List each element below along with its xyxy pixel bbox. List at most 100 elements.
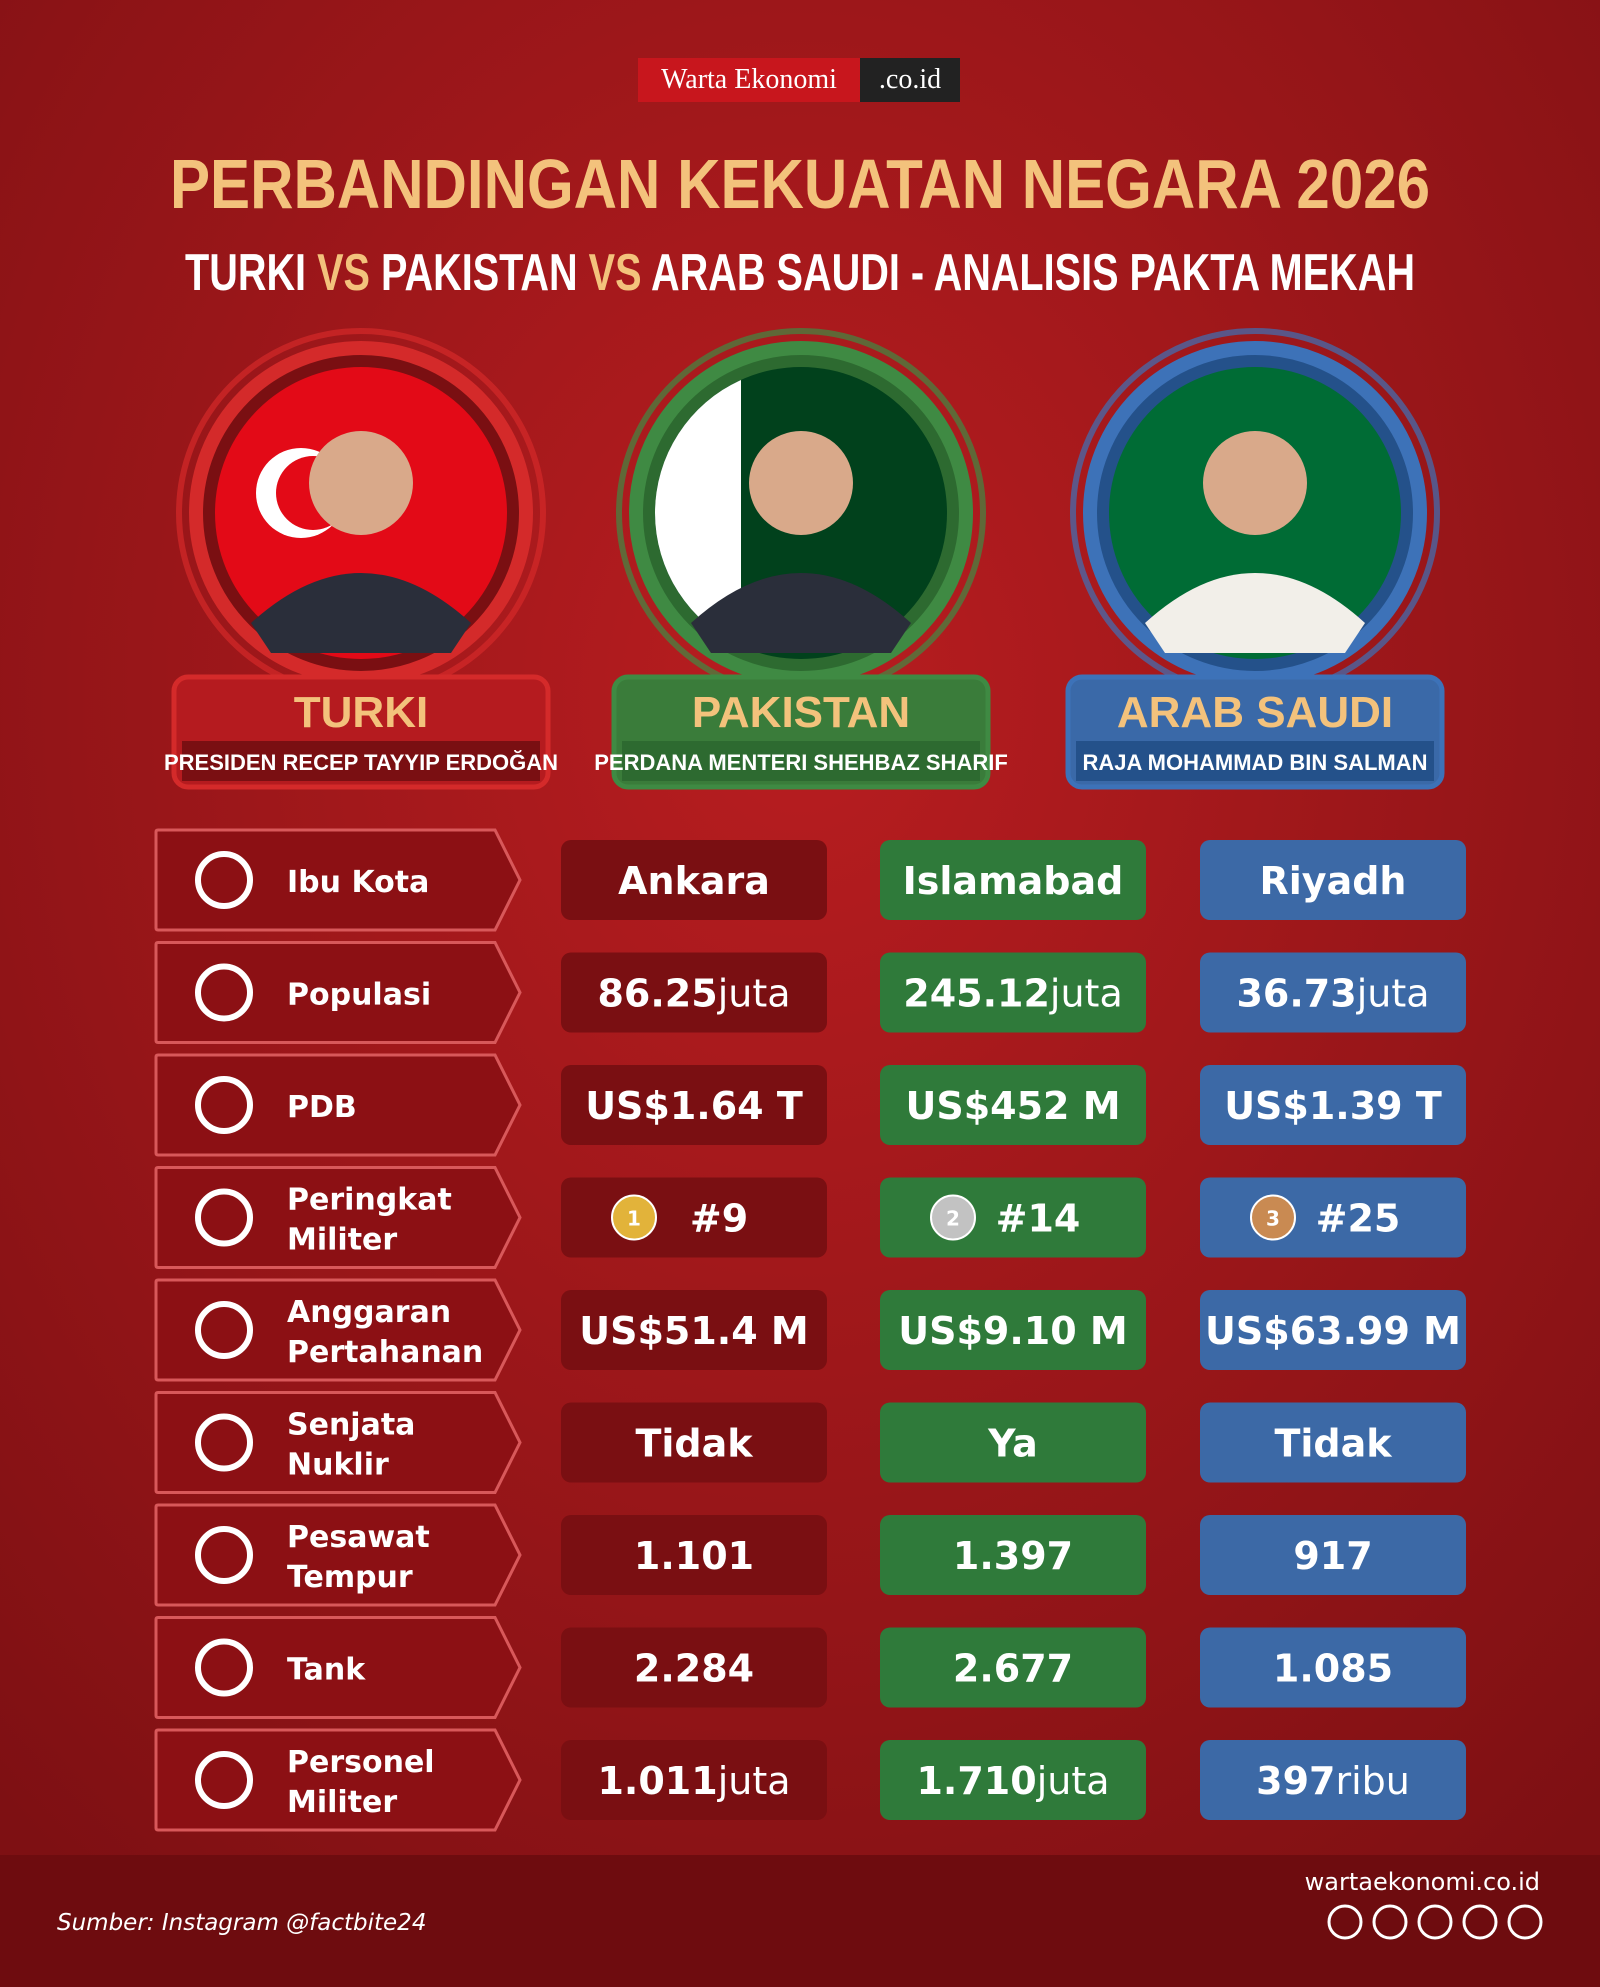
value-main: Islamabad xyxy=(903,859,1124,903)
medal-number: 3 xyxy=(1266,1207,1280,1231)
row-label: Pertahanan xyxy=(287,1335,483,1370)
row-label-box xyxy=(154,1166,522,1269)
value-main: 397 xyxy=(1256,1759,1335,1803)
value-main: 1.085 xyxy=(1273,1647,1393,1691)
value-unit: juta xyxy=(1356,972,1430,1016)
value-unit: juta xyxy=(717,972,791,1016)
subtitle-part: ARAB SAUDI - ANALISIS PAKTA MEKAH xyxy=(642,244,1415,302)
value-main: US$9.10 M xyxy=(898,1309,1127,1353)
value-cell xyxy=(561,840,827,920)
name-plate-lower xyxy=(182,741,540,781)
row-label: Senjata xyxy=(287,1408,415,1443)
row-label-box xyxy=(154,1278,522,1382)
website: wartaekonomi.co.id xyxy=(1305,1868,1540,1896)
value-text: 1.101 xyxy=(634,1534,754,1578)
value-main: #14 xyxy=(996,1197,1081,1241)
country-name: ARAB SAUDI xyxy=(1117,688,1393,737)
value-text: 1.011juta xyxy=(597,1759,790,1803)
value-cell xyxy=(561,1740,827,1820)
row-label-box xyxy=(154,941,522,1044)
medal-number: 1 xyxy=(627,1207,641,1231)
content: TURKI PRESIDEN RECEP TAYYIP ERDOĞAN PAKIST… xyxy=(154,328,1466,1832)
row-icon xyxy=(195,1413,253,1472)
row-icon xyxy=(195,1526,253,1584)
portrait-head xyxy=(749,431,853,535)
value-main: #25 xyxy=(1316,1197,1401,1241)
value-text: Islamabad xyxy=(903,859,1124,903)
subtitle: TURKI VS PAKISTAN VS ARAB SAUDI - ANALIS… xyxy=(185,244,1415,302)
value-main: Tidak xyxy=(635,1422,753,1466)
value-cell xyxy=(880,1740,1146,1820)
value-cell xyxy=(1200,1402,1466,1483)
row-label-box xyxy=(154,1616,522,1719)
value-unit: juta xyxy=(1049,972,1123,1016)
tiktok-icon xyxy=(1462,1904,1498,1940)
value-cell xyxy=(561,952,827,1033)
value-text: 917 xyxy=(1293,1534,1372,1578)
value-cell xyxy=(1200,1740,1466,1820)
value-main: 917 xyxy=(1293,1534,1372,1578)
value-main: US$51.4 M xyxy=(579,1309,808,1353)
leader-name: PERDANA MENTERI SHEHBAZ SHARIF xyxy=(594,750,1008,775)
medal xyxy=(611,1194,657,1241)
value-main: 245.12 xyxy=(903,972,1050,1016)
row-label: Personel xyxy=(287,1745,435,1780)
value-text: 36.73juta xyxy=(1236,972,1429,1016)
value-text: 86.25juta xyxy=(597,972,790,1016)
subtitle-part: VS xyxy=(317,244,370,302)
value-text: #25 xyxy=(1316,1197,1401,1241)
value-cell xyxy=(880,1402,1146,1483)
value-cell xyxy=(1200,1290,1466,1370)
value-main: Tidak xyxy=(1274,1422,1392,1466)
value-cell xyxy=(880,1627,1146,1708)
value-main: 86.25 xyxy=(597,972,717,1016)
row-label: Militer xyxy=(287,1785,397,1820)
subtitle-part: PAKISTAN xyxy=(370,244,589,302)
row-label: PDB xyxy=(287,1090,357,1125)
row-icon xyxy=(195,851,253,909)
value-text: US$9.10 M xyxy=(898,1309,1127,1353)
value-cell xyxy=(1200,1065,1466,1145)
value-text: US$452 M xyxy=(905,1084,1120,1128)
portrait-head xyxy=(1203,431,1307,535)
value-cell xyxy=(880,1065,1146,1145)
logo-left: Warta Ekonomi xyxy=(661,64,837,95)
row-icon xyxy=(195,1638,253,1697)
value-main: 36.73 xyxy=(1236,972,1356,1016)
row-label: Tank xyxy=(287,1653,366,1688)
youtube-icon xyxy=(1417,1904,1453,1940)
logo-left-box xyxy=(638,58,860,102)
footer-band xyxy=(0,1855,1600,1987)
logo-right-box xyxy=(860,58,960,102)
value-main: US$452 M xyxy=(905,1084,1120,1128)
value-cell xyxy=(1200,1627,1466,1708)
row-icon xyxy=(195,1301,253,1359)
value-text: US$1.64 T xyxy=(585,1084,803,1128)
value-unit: juta xyxy=(717,1759,791,1803)
value-cell xyxy=(1200,840,1466,920)
row-icon xyxy=(195,1751,253,1809)
leader-name: RAJA MOHAMMAD BIN SALMAN xyxy=(1082,750,1427,775)
value-main: 2.284 xyxy=(634,1647,754,1691)
value-main: 1.011 xyxy=(597,1759,717,1803)
name-plate-lower xyxy=(622,741,980,781)
subtitle-part: TURKI xyxy=(185,244,317,302)
row-label: Tempur xyxy=(287,1560,413,1595)
value-main: US$1.64 T xyxy=(585,1084,803,1128)
value-cell xyxy=(561,1627,827,1708)
medal-number: 2 xyxy=(946,1207,960,1231)
flag-white-band xyxy=(655,380,741,646)
value-cell xyxy=(561,1402,827,1483)
row-icon xyxy=(195,1076,253,1134)
value-cell xyxy=(880,952,1146,1033)
row-icon xyxy=(195,963,253,1022)
title: PERBANDINGAN KEKUATAN NEGARA 2026 xyxy=(170,145,1430,223)
value-text: #9 xyxy=(690,1197,748,1241)
value-text: US$51.4 M xyxy=(579,1309,808,1353)
row-label: Anggaran xyxy=(287,1295,451,1330)
value-text: Ya xyxy=(987,1422,1038,1466)
subtitle-part: VS xyxy=(589,244,642,302)
row-label: Ibu Kota xyxy=(287,865,429,900)
leader-name: PRESIDEN RECEP TAYYIP ERDOĞAN xyxy=(164,750,558,775)
